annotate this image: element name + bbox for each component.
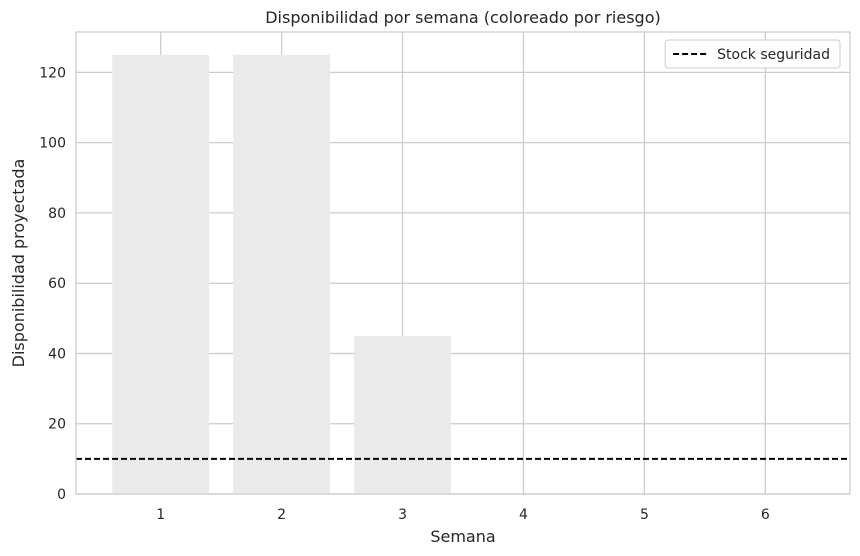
y-tick-label: 20 (48, 417, 66, 433)
x-tick-label: 3 (398, 507, 407, 523)
legend-label: Stock seguridad (717, 47, 830, 63)
x-tick-label: 2 (277, 507, 286, 523)
bars (112, 54, 451, 495)
y-tick-label: 120 (39, 65, 66, 81)
plot-frame (75, 31, 851, 495)
y-tick-label: 40 (48, 346, 66, 362)
y-tick-labels: 0 20 40 60 80 100 120 (39, 65, 66, 503)
bar (233, 54, 330, 495)
x-axis-label: Semana (430, 527, 495, 546)
y-tick-label: 80 (48, 206, 66, 222)
x-tick-label: 4 (519, 507, 528, 523)
y-tick-label: 0 (57, 487, 66, 503)
x-tick-label: 5 (640, 507, 649, 523)
x-tick-label: 6 (761, 507, 770, 523)
legend-box (664, 39, 841, 69)
legend: Stock seguridad (664, 39, 841, 69)
y-axis-label: Disponibilidad proyectada (9, 159, 28, 368)
bar (112, 54, 210, 495)
y-tick-label: 100 (39, 136, 66, 152)
chart-title: Disponibilidad por semana (coloreado por… (265, 8, 661, 27)
x-tick-label: 1 (156, 507, 165, 523)
y-tick-label: 60 (48, 276, 66, 292)
x-tick-labels: 1 2 3 4 5 6 (156, 507, 770, 523)
bar (354, 335, 451, 494)
